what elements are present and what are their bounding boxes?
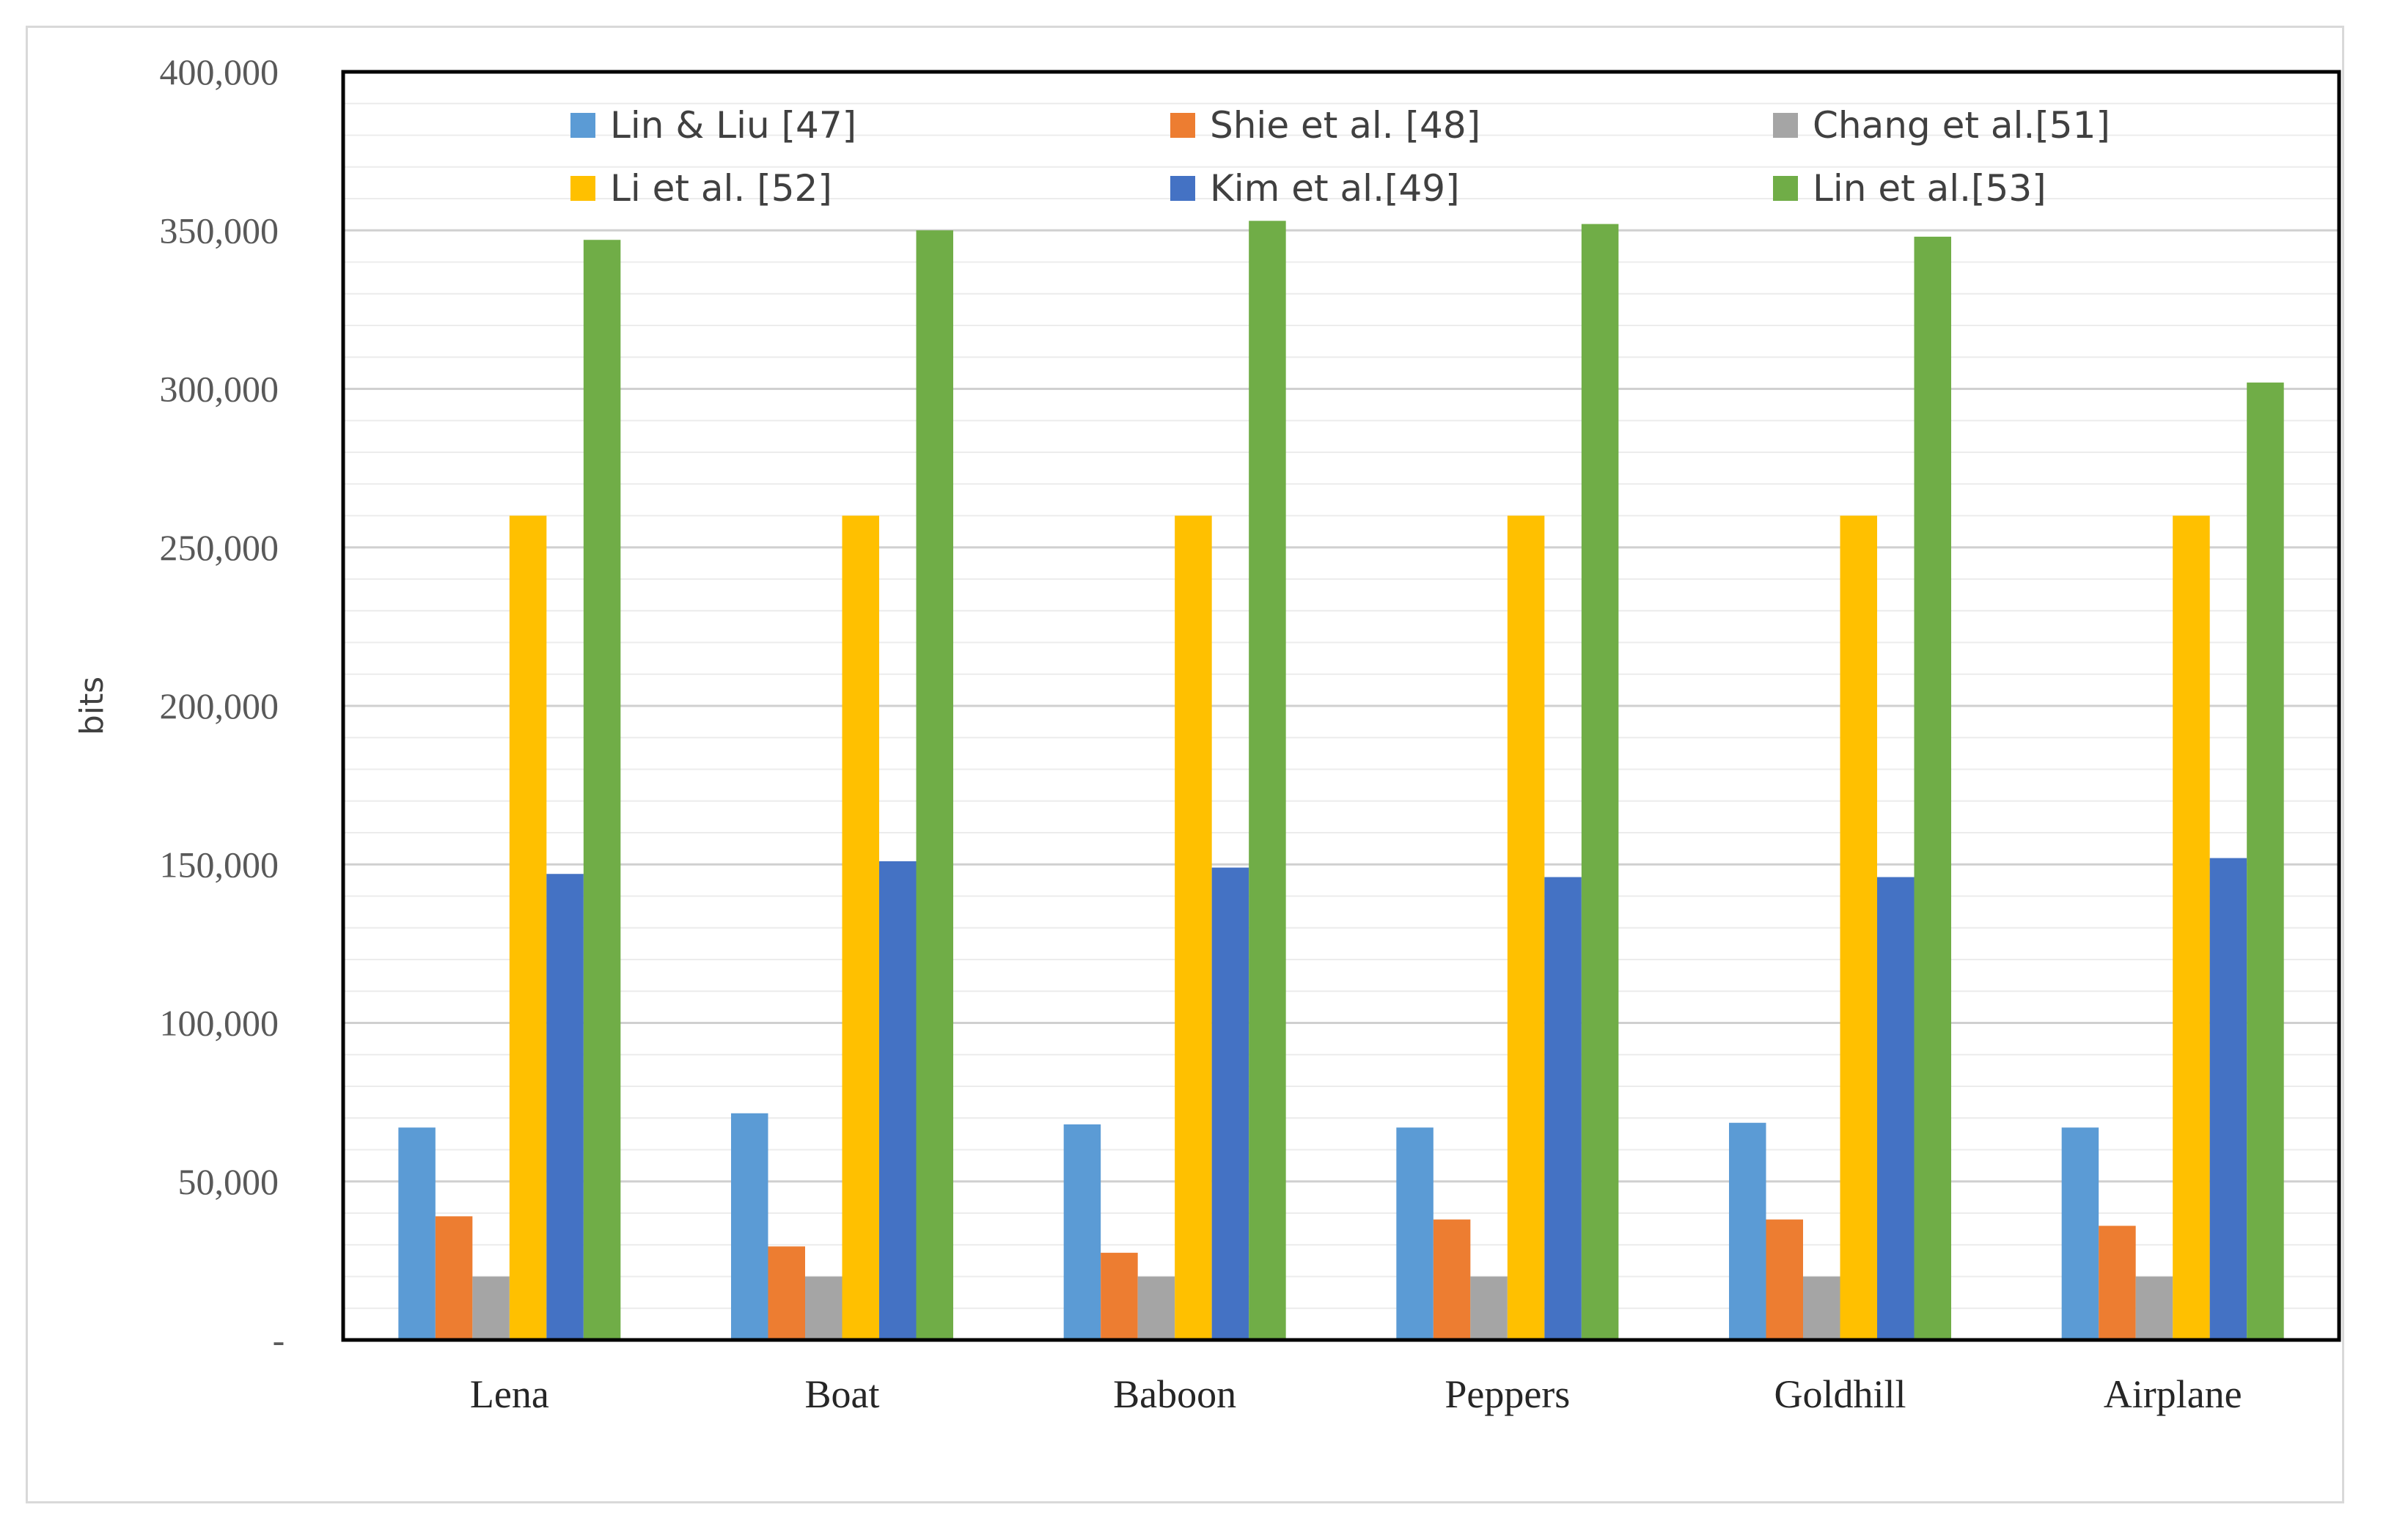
bar — [1877, 877, 1915, 1340]
y-tick-label: 250,000 — [160, 527, 279, 568]
y-tick-label: 50,000 — [178, 1161, 279, 1202]
legend-swatch — [570, 176, 595, 201]
y-tick-label: 300,000 — [160, 369, 279, 410]
x-tick-label: Baboon — [1113, 1372, 1236, 1416]
bar — [1433, 1219, 1471, 1340]
bar — [842, 515, 879, 1340]
legend-label: Li et al. [52] — [610, 167, 832, 210]
bar — [1914, 236, 1951, 1340]
y-axis-ticks: - 50,000 100,000 150,000 200,000 250,000 300,0… — [160, 51, 285, 1360]
y-tick-label: 200,000 — [160, 685, 279, 726]
bar — [1063, 1124, 1101, 1340]
legend-label: Chang et al.[51] — [1813, 104, 2110, 147]
legend-swatch — [1773, 113, 1798, 138]
bar — [1581, 224, 1619, 1341]
legend-swatch — [1170, 113, 1195, 138]
legend-label: Lin et al.[53] — [1813, 167, 2047, 210]
bar — [2209, 858, 2247, 1340]
bar — [1175, 515, 1212, 1340]
legend-swatch — [570, 113, 595, 138]
x-tick-label: Goldhill — [1774, 1372, 1906, 1416]
y-axis-title: bits — [73, 677, 111, 735]
bar — [2173, 515, 2210, 1340]
y-tick-label: - — [273, 1319, 285, 1360]
bar — [509, 515, 547, 1340]
bar — [398, 1127, 436, 1340]
bar — [2135, 1276, 2173, 1340]
x-tick-label: Peppers — [1445, 1372, 1570, 1416]
x-tick-label: Boat — [805, 1372, 880, 1416]
bar — [1544, 877, 1582, 1340]
bar — [1766, 1219, 1803, 1340]
bar — [805, 1276, 843, 1340]
bar — [1249, 221, 1286, 1340]
bar — [879, 861, 917, 1340]
bar — [1396, 1127, 1434, 1340]
bar — [1470, 1276, 1508, 1340]
legend: Lin & Liu [47] Shie et al. [48] Chang et a… — [570, 104, 2110, 210]
legend-label: Lin & Liu [47] — [610, 104, 856, 147]
bar — [1211, 867, 1249, 1340]
x-axis-ticks: Lena Boat Baboon Peppers Goldhill Airplane — [470, 1372, 2242, 1416]
y-tick-label: 400,000 — [160, 51, 279, 92]
bar — [768, 1246, 805, 1340]
bar — [1507, 515, 1545, 1340]
bar — [731, 1113, 768, 1340]
bar — [2099, 1226, 2136, 1340]
bar — [1137, 1276, 1175, 1340]
legend-label: Shie et al. [48] — [1210, 104, 1480, 147]
bar — [583, 240, 621, 1341]
bar — [2247, 382, 2284, 1340]
bar — [1101, 1253, 1138, 1340]
bar — [1803, 1276, 1840, 1340]
x-tick-label: Airplane — [2104, 1372, 2242, 1416]
y-tick-label: 100,000 — [160, 1003, 279, 1044]
plot-area-border — [341, 70, 2341, 1342]
bar — [1729, 1122, 1766, 1340]
x-tick-label: Lena — [470, 1372, 549, 1416]
grid-lines — [343, 103, 2339, 1309]
legend-label: Kim et al.[49] — [1210, 167, 1460, 210]
bars — [398, 221, 2284, 1341]
y-tick-label: 150,000 — [160, 844, 279, 885]
bar — [2061, 1127, 2099, 1340]
bar — [435, 1216, 473, 1340]
legend-swatch — [1773, 176, 1798, 201]
bar — [916, 230, 953, 1340]
bar — [546, 874, 584, 1340]
legend-swatch — [1170, 176, 1195, 201]
y-tick-label: 350,000 — [160, 210, 279, 251]
bar — [1840, 515, 1877, 1340]
bar — [472, 1276, 510, 1340]
